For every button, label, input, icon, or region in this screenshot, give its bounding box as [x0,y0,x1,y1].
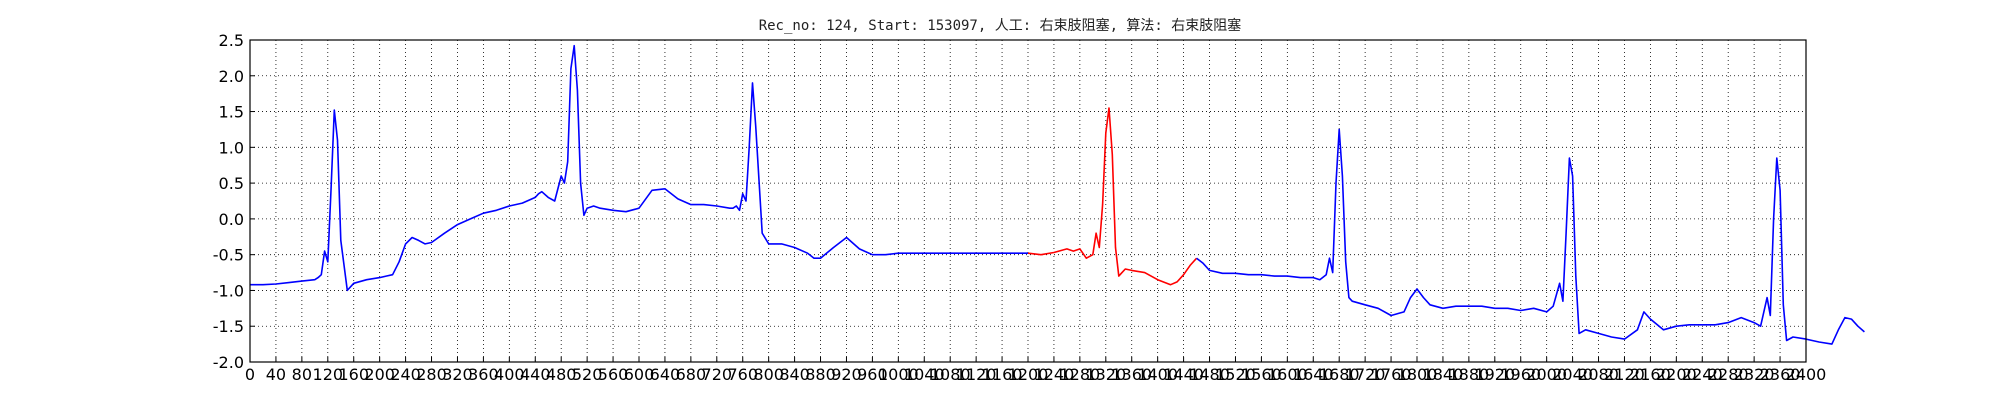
x-axis-ticks: 0 40 80 12016020024028032036040044048052056… [245,357,1826,384]
x-tick-label: 1360 [1111,365,1152,384]
x-tick-label: 120 [313,365,344,384]
x-tick-label: 1640 [1293,365,1334,384]
x-tick-label: 520 [572,365,603,384]
x-tick-label: 1600 [1267,365,1308,384]
grid-lines [249,39,1807,363]
x-tick-label: 640 [650,365,681,384]
y-tick-label: 2.5 [219,31,244,50]
x-tick-label: 2240 [1682,365,1723,384]
y-tick-label: -0.5 [213,246,244,265]
x-tick-label: 1120 [956,365,997,384]
x-tick-label: 200 [364,365,395,384]
x-tick-label: 2360 [1760,365,1801,384]
x-tick-label: 560 [598,365,629,384]
x-tick-label: 0 [245,365,255,384]
x-tick-label: 1080 [930,365,971,384]
x-tick-label: 1720 [1345,365,1386,384]
x-tick-label: 2120 [1604,365,1645,384]
x-tick-label: 840 [779,365,810,384]
x-tick-label: 600 [624,365,655,384]
x-tick-label: 1840 [1423,365,1464,384]
ecg-series-line [1196,128,1865,345]
x-tick-label: 160 [338,365,369,384]
y-tick-label: -1.0 [213,281,244,300]
y-axis-ticks: 2.5 2.0 1.5 1.0 0.5 0.0 -0.5 -1.0 -1.5 -2.0 [213,31,255,372]
x-tick-label: 1160 [982,365,1023,384]
x-tick-label: 1480 [1189,365,1230,384]
y-tick-label: -2.0 [213,353,244,372]
x-tick-label: 1280 [1060,365,1101,384]
x-tick-label: 2400 [1786,365,1827,384]
x-tick-label: 760 [727,365,758,384]
x-tick-label: 1240 [1034,365,1075,384]
y-tick-label: -1.5 [213,317,244,336]
x-tick-label: 1960 [1500,365,1541,384]
x-tick-label: 80 [292,365,312,384]
x-tick-label: 880 [805,365,836,384]
ecg-series-line-highlight [1027,107,1198,286]
x-tick-label: 40 [266,365,286,384]
ecg-series-line [250,44,1028,292]
y-tick-label: 2.0 [219,67,244,86]
ecg-series-group [250,44,1865,345]
y-tick-label: 0.5 [219,174,244,193]
x-tick-label: 440 [520,365,551,384]
y-tick-label: 1.0 [219,138,244,157]
x-tick-label: 1440 [1163,365,1204,384]
y-tick-label: 1.5 [219,103,244,122]
x-tick-label: 320 [442,365,473,384]
y-tick-label: 0.0 [219,210,244,229]
x-tick-label: 1800 [1397,365,1438,384]
x-tick-label: 1400 [1137,365,1178,384]
x-tick-label: 360 [468,365,499,384]
x-tick-label: 2200 [1656,365,1697,384]
x-tick-label: 1920 [1474,365,1515,384]
x-tick-label: 240 [390,365,421,384]
x-tick-label: 1880 [1449,365,1490,384]
x-tick-label: 720 [702,365,733,384]
x-tick-label: 960 [857,365,888,384]
x-tick-label: 1560 [1241,365,1282,384]
x-tick-label: 800 [753,365,784,384]
x-tick-label: 1520 [1215,365,1256,384]
x-tick-label: 920 [831,365,862,384]
x-tick-label: 280 [416,365,447,384]
x-tick-label: 480 [546,365,577,384]
x-tick-label: 2040 [1552,365,1593,384]
x-tick-label: 1000 [878,365,919,384]
x-tick-label: 1040 [904,365,945,384]
x-tick-label: 680 [676,365,707,384]
x-tick-label: 1760 [1371,365,1412,384]
x-tick-label: 2320 [1734,365,1775,384]
x-tick-label: 400 [494,365,525,384]
x-tick-label: 1680 [1319,365,1360,384]
x-tick-label: 2000 [1526,365,1567,384]
chart-title: Rec_no: 124, Start: 153097, 人工: 右束肢阻塞, 算… [759,17,1242,34]
x-tick-label: 2080 [1578,365,1619,384]
x-tick-label: 1320 [1085,365,1126,384]
x-tick-label: 1200 [1008,365,1049,384]
x-tick-label: 2280 [1708,365,1749,384]
x-tick-label: 2160 [1630,365,1671,384]
